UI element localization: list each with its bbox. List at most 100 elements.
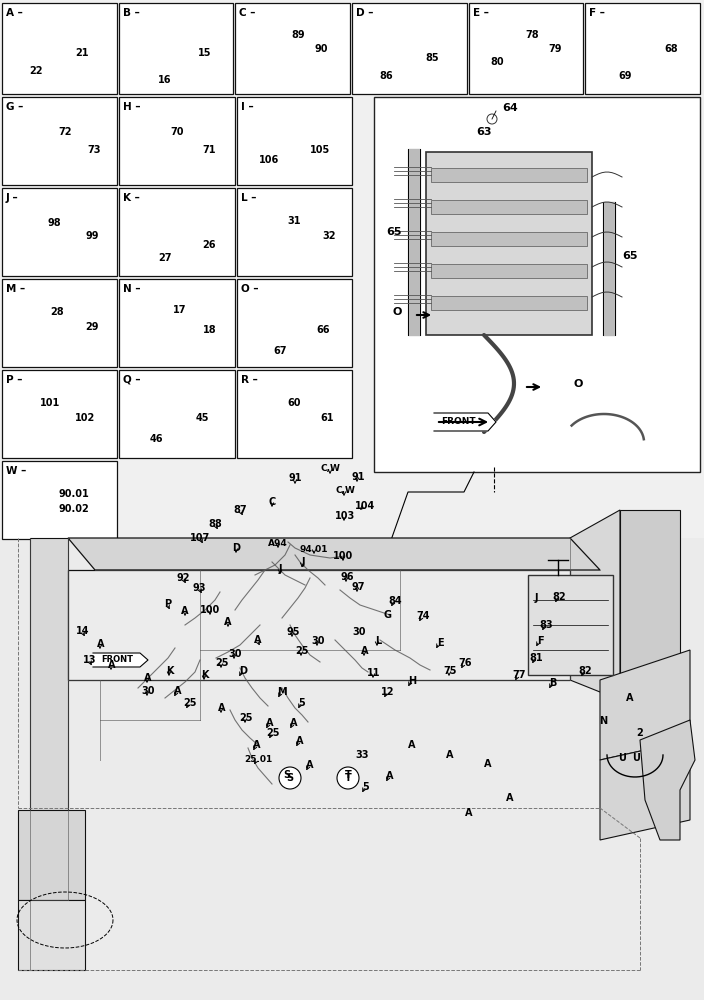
Text: A: A bbox=[361, 646, 369, 656]
Polygon shape bbox=[30, 538, 68, 900]
Text: M: M bbox=[277, 687, 287, 697]
Bar bbox=[235, 3, 350, 94]
Text: P: P bbox=[165, 599, 172, 609]
Text: T: T bbox=[345, 770, 351, 780]
Text: 30: 30 bbox=[352, 627, 366, 637]
Text: A: A bbox=[465, 808, 473, 818]
Text: 80: 80 bbox=[491, 57, 504, 67]
Text: 60: 60 bbox=[287, 398, 301, 408]
Text: D: D bbox=[239, 666, 247, 676]
Text: F: F bbox=[536, 636, 543, 646]
Text: 2: 2 bbox=[636, 728, 643, 738]
Polygon shape bbox=[93, 653, 148, 667]
Text: 11: 11 bbox=[367, 668, 381, 678]
Text: 91: 91 bbox=[288, 473, 302, 483]
Polygon shape bbox=[68, 570, 570, 680]
Text: 76: 76 bbox=[458, 658, 472, 668]
Text: 32: 32 bbox=[322, 231, 336, 241]
Bar bbox=[469, 3, 584, 94]
Text: 74: 74 bbox=[416, 611, 429, 621]
Bar bbox=[120, 188, 234, 276]
Text: 26: 26 bbox=[203, 240, 216, 250]
Text: 46: 46 bbox=[149, 434, 163, 444]
Text: 33: 33 bbox=[356, 750, 369, 760]
Text: 68: 68 bbox=[665, 43, 678, 53]
Text: 97: 97 bbox=[351, 582, 365, 592]
Text: K: K bbox=[201, 670, 209, 680]
Text: 22: 22 bbox=[30, 66, 43, 76]
Text: G –: G – bbox=[6, 102, 23, 112]
Bar bbox=[237, 370, 352, 458]
Text: 25.01: 25.01 bbox=[244, 754, 272, 764]
Text: 5: 5 bbox=[298, 698, 306, 708]
Text: 15: 15 bbox=[198, 48, 211, 58]
Text: 93: 93 bbox=[192, 583, 206, 593]
Text: A: A bbox=[296, 736, 303, 746]
Text: A: A bbox=[181, 606, 189, 616]
Bar bbox=[431, 264, 587, 278]
Text: N: N bbox=[599, 716, 607, 726]
Text: A: A bbox=[218, 703, 226, 713]
Text: 30: 30 bbox=[228, 649, 241, 659]
Polygon shape bbox=[620, 510, 680, 680]
Text: 77: 77 bbox=[513, 670, 526, 680]
Text: L –: L – bbox=[241, 193, 256, 203]
Text: G: G bbox=[383, 610, 391, 620]
Text: 27: 27 bbox=[158, 253, 172, 263]
Text: A: A bbox=[266, 718, 274, 728]
Text: FRONT: FRONT bbox=[101, 656, 133, 664]
Text: J: J bbox=[301, 557, 305, 567]
Text: 78: 78 bbox=[525, 30, 539, 40]
Text: A: A bbox=[225, 617, 232, 627]
Text: A: A bbox=[144, 673, 152, 683]
Text: 79: 79 bbox=[548, 43, 561, 53]
Text: H –: H – bbox=[123, 102, 141, 112]
Text: A94: A94 bbox=[268, 538, 288, 548]
Bar bbox=[2, 188, 118, 276]
Text: 90.02: 90.02 bbox=[58, 504, 89, 514]
Bar bbox=[2, 461, 118, 539]
Bar bbox=[528, 575, 613, 675]
Text: 73: 73 bbox=[87, 145, 101, 155]
Text: A: A bbox=[254, 635, 262, 645]
Text: A: A bbox=[484, 759, 492, 769]
Text: 65: 65 bbox=[386, 227, 401, 237]
Text: 45: 45 bbox=[196, 413, 209, 423]
Bar bbox=[120, 370, 234, 458]
Text: 25: 25 bbox=[239, 713, 253, 723]
Text: 100: 100 bbox=[200, 605, 220, 615]
Polygon shape bbox=[434, 413, 496, 431]
Bar bbox=[431, 232, 587, 246]
Text: 82: 82 bbox=[552, 592, 566, 602]
Text: 83: 83 bbox=[539, 620, 553, 630]
Text: E: E bbox=[436, 638, 444, 648]
Text: 95: 95 bbox=[287, 627, 300, 637]
Text: O: O bbox=[393, 307, 402, 317]
Text: 86: 86 bbox=[379, 71, 394, 81]
Text: H: H bbox=[408, 676, 416, 686]
Text: 67: 67 bbox=[274, 346, 287, 356]
Bar bbox=[2, 3, 117, 94]
Text: J: J bbox=[278, 564, 282, 574]
Text: R –: R – bbox=[241, 375, 258, 385]
Polygon shape bbox=[18, 810, 85, 900]
Text: T: T bbox=[345, 773, 351, 783]
Text: B –: B – bbox=[122, 8, 139, 18]
Bar bbox=[120, 97, 234, 185]
Text: 66: 66 bbox=[316, 325, 330, 335]
Bar bbox=[237, 97, 352, 185]
Text: 82: 82 bbox=[578, 666, 592, 676]
Text: J: J bbox=[534, 593, 538, 603]
Text: 13: 13 bbox=[83, 655, 96, 665]
Bar bbox=[237, 188, 352, 276]
Text: 107: 107 bbox=[190, 533, 210, 543]
Text: 61: 61 bbox=[320, 413, 334, 423]
Text: 84: 84 bbox=[388, 596, 402, 606]
Text: 91: 91 bbox=[351, 472, 365, 482]
Bar bbox=[431, 168, 587, 182]
Text: 21: 21 bbox=[75, 48, 89, 58]
Bar bbox=[0, 538, 704, 1000]
Text: 14: 14 bbox=[76, 626, 89, 636]
Text: Q –: Q – bbox=[123, 375, 141, 385]
Text: D: D bbox=[232, 543, 240, 553]
